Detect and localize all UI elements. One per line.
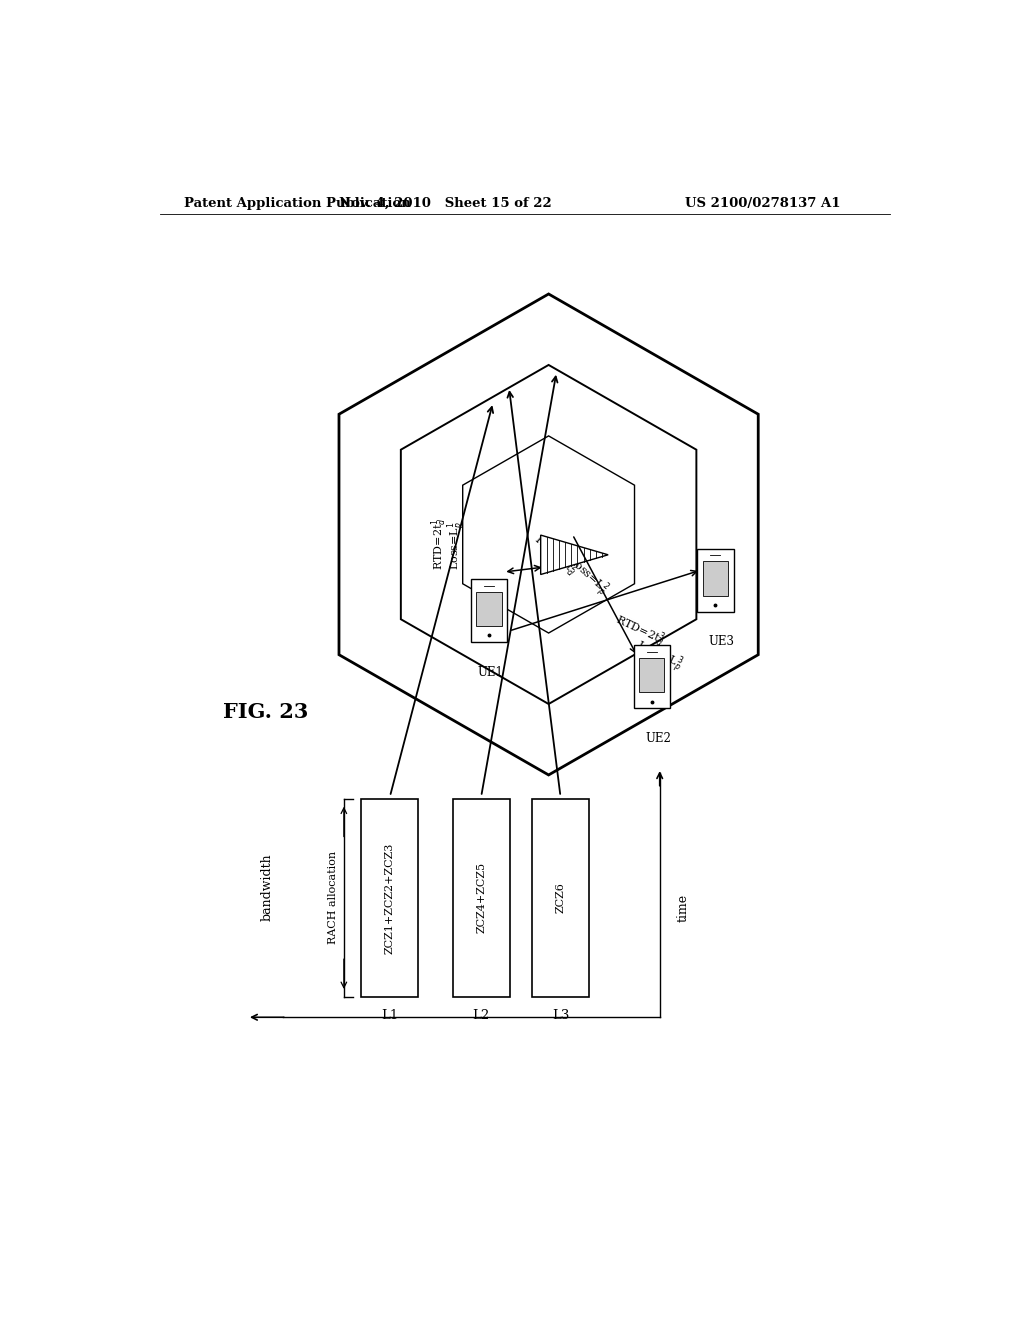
Polygon shape bbox=[541, 535, 608, 574]
Text: UE1: UE1 bbox=[478, 665, 504, 678]
Text: ZCZ6: ZCZ6 bbox=[555, 882, 565, 913]
Text: L1: L1 bbox=[381, 1008, 398, 1022]
Text: RTD=2t$^3_d$: RTD=2t$^3_d$ bbox=[612, 611, 668, 651]
Text: Loss=L$^2_p$: Loss=L$^2_p$ bbox=[560, 552, 611, 601]
Text: UE2: UE2 bbox=[645, 731, 671, 744]
Bar bbox=[361, 799, 419, 997]
Text: ZCZ1+ZCZ2+ZCZ3: ZCZ1+ZCZ2+ZCZ3 bbox=[385, 842, 395, 953]
FancyBboxPatch shape bbox=[634, 645, 670, 709]
Text: RACH allocation: RACH allocation bbox=[328, 851, 338, 944]
Bar bbox=[639, 657, 665, 692]
Bar bbox=[476, 591, 502, 626]
Text: Loss=L$^1_p$: Loss=L$^1_p$ bbox=[445, 521, 468, 570]
FancyBboxPatch shape bbox=[697, 549, 733, 611]
Bar bbox=[702, 561, 728, 595]
Text: RTD=2t$^2_d$: RTD=2t$^2_d$ bbox=[528, 531, 581, 581]
Text: ZCZ4+ZCZ5: ZCZ4+ZCZ5 bbox=[476, 862, 486, 933]
Text: RTD=2t$^1_d$: RTD=2t$^1_d$ bbox=[430, 517, 450, 570]
Text: UE3: UE3 bbox=[709, 635, 734, 648]
Text: Nov. 4, 2010   Sheet 15 of 22: Nov. 4, 2010 Sheet 15 of 22 bbox=[339, 197, 552, 210]
Bar bbox=[453, 799, 510, 997]
Text: L2: L2 bbox=[472, 1008, 489, 1022]
Text: time: time bbox=[677, 894, 690, 923]
FancyBboxPatch shape bbox=[471, 579, 507, 643]
Bar bbox=[531, 799, 589, 997]
Text: bandwidth: bandwidth bbox=[260, 854, 273, 921]
Text: FIG. 23: FIG. 23 bbox=[223, 702, 308, 722]
Text: L3: L3 bbox=[552, 1008, 569, 1022]
Text: Loss=L$^3_p$: Loss=L$^3_p$ bbox=[632, 636, 686, 677]
Text: US 2100/0278137 A1: US 2100/0278137 A1 bbox=[685, 197, 841, 210]
Text: Patent Application Publication: Patent Application Publication bbox=[183, 197, 411, 210]
